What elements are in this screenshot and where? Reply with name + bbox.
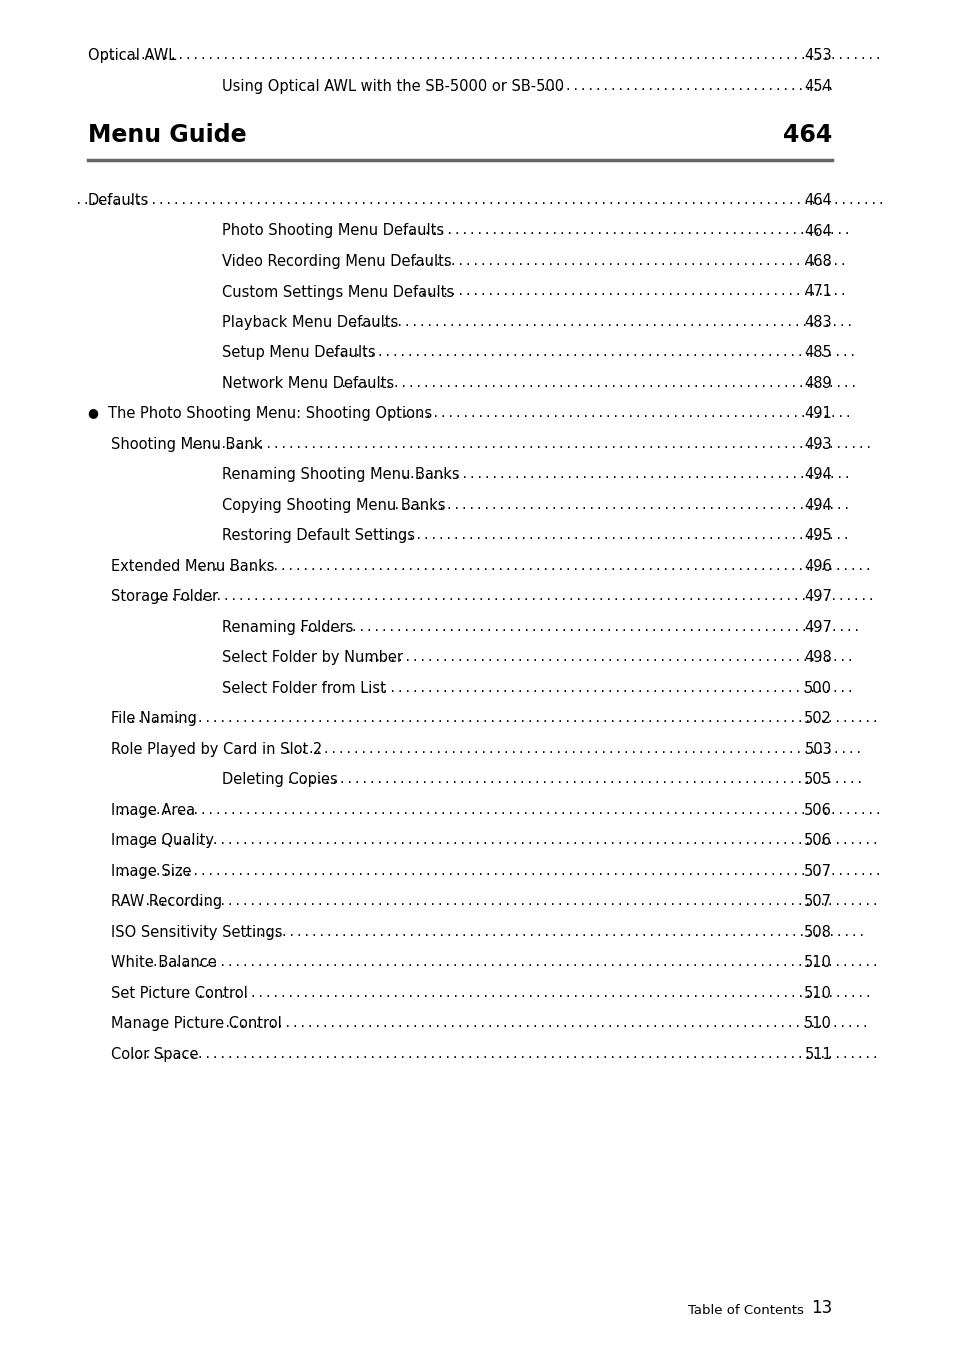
Text: 511: 511 [803,1046,831,1063]
Text: Photo Shooting Menu Defaults: Photo Shooting Menu Defaults [222,223,443,238]
Text: 506: 506 [803,834,831,849]
Text: White Balance: White Balance [111,955,216,971]
Text: Deleting Copies: Deleting Copies [222,772,337,788]
Text: 510: 510 [803,986,831,1001]
Text: Storage Folder: Storage Folder [111,589,217,604]
Text: ................................................................................: ........................................… [102,48,882,62]
Text: ...........................................................................: ........................................… [297,621,860,633]
Text: Playback Menu Defaults: Playback Menu Defaults [222,315,397,330]
Text: 497: 497 [803,589,831,604]
Text: .......................................: ....................................... [541,79,834,93]
Text: ............................................................: ........................................… [400,225,850,237]
Text: .............................................................: ........................................… [393,499,850,512]
Text: Renaming Folders: Renaming Folders [222,620,353,635]
Text: 464: 464 [803,223,831,238]
Text: 507: 507 [803,863,831,880]
Text: Image Area: Image Area [111,803,194,818]
Text: 507: 507 [803,894,831,909]
Text: ..............................................................: ........................................… [387,408,851,420]
Text: ............................................................: ........................................… [400,468,850,482]
Text: Optical AWL: Optical AWL [88,48,175,63]
Text: Image Quality: Image Quality [111,834,213,849]
Text: ................................................................................: ........................................… [224,1017,868,1030]
Text: ●: ● [88,406,98,420]
Text: Color Space: Color Space [111,1046,198,1063]
Text: Select Folder by Number: Select Folder by Number [222,651,402,666]
Text: ................................................................................: ........................................… [197,560,872,573]
Text: ..............................................................: ........................................… [385,530,849,542]
Text: RAW Recording: RAW Recording [111,894,222,909]
Text: 508: 508 [803,925,831,940]
Text: Role Played by Card in Slot 2: Role Played by Card in Slot 2 [111,742,322,757]
Text: Network Menu Defaults: Network Menu Defaults [222,377,394,391]
Text: Table of Contents: Table of Contents [688,1305,803,1317]
Text: ................................................................................: ........................................… [144,834,878,847]
Text: ................................................................................: ........................................… [155,590,875,604]
Text: Custom Settings Menu Defaults: Custom Settings Menu Defaults [222,285,454,300]
Text: 494: 494 [803,468,831,483]
Text: Set Picture Control: Set Picture Control [111,986,247,1001]
Text: .............................................................................: ........................................… [285,742,862,756]
Text: ................................................................................: ........................................… [190,437,871,451]
Text: Image Size: Image Size [111,863,191,880]
Text: File Naming: File Naming [111,712,196,726]
Text: 502: 502 [803,712,831,726]
Text: ................................................................................: ........................................… [129,713,878,725]
Text: Renaming Shooting Menu Banks: Renaming Shooting Menu Banks [222,468,459,483]
Text: 464: 464 [782,122,831,147]
Text: Using Optical AWL with the SB-5000 or SB-500: Using Optical AWL with the SB-5000 or SB… [222,79,563,94]
Text: Copying Shooting Menu Banks: Copying Shooting Menu Banks [222,498,445,512]
Text: 493: 493 [803,437,831,452]
Text: 453: 453 [803,48,831,63]
Text: ................................................................................: ........................................… [243,925,865,939]
Text: Setup Menu Defaults: Setup Menu Defaults [222,346,375,360]
Text: 471: 471 [803,285,831,300]
Text: 505: 505 [803,772,831,788]
Text: 510: 510 [803,955,831,971]
Text: 498: 498 [803,651,831,666]
Text: 468: 468 [803,254,831,269]
Text: 491: 491 [803,406,831,421]
Text: 494: 494 [803,498,831,512]
Text: 506: 506 [803,803,831,818]
Text: Manage Picture Control: Manage Picture Control [111,1017,281,1032]
Text: ................................................................................: ........................................… [144,956,878,970]
Text: ................................................................................: ........................................… [144,896,878,908]
Text: ...................................................................: ........................................… [351,316,853,328]
Text: Defaults: Defaults [88,192,149,208]
Text: ................................................................................: ........................................… [129,1048,878,1061]
Text: ................................................................................: ........................................… [117,865,882,878]
Text: ..........................................................: ........................................… [412,285,846,299]
Text: ..................................................................: ........................................… [358,682,853,695]
Text: 503: 503 [803,742,831,757]
Text: 485: 485 [803,346,831,360]
Text: 500: 500 [803,681,831,695]
Text: .....................................................................: ........................................… [339,377,856,390]
Text: 497: 497 [803,620,831,635]
Text: Video Recording Menu Defaults: Video Recording Menu Defaults [222,254,451,269]
Text: Menu Guide: Menu Guide [88,122,246,147]
Text: ISO Sensitivity Settings: ISO Sensitivity Settings [111,925,282,940]
Text: Select Folder from List: Select Folder from List [222,681,385,695]
Text: 510: 510 [803,1017,831,1032]
Text: ..........................................................: ........................................… [412,254,846,268]
Text: The Photo Shooting Menu: Shooting Options: The Photo Shooting Menu: Shooting Option… [108,406,432,421]
Text: 489: 489 [803,377,831,391]
Text: .............................................................................: ........................................… [286,773,862,787]
Text: 13: 13 [810,1299,831,1317]
Text: 454: 454 [803,79,831,94]
Text: ................................................................................: ........................................… [75,194,884,207]
Text: 495: 495 [803,529,831,543]
Text: 496: 496 [803,560,831,574]
Text: .......................................................................: ........................................… [324,346,856,359]
Text: Restoring Default Settings: Restoring Default Settings [222,529,415,543]
Text: ..................................................................: ........................................… [358,651,853,664]
Text: ................................................................................: ........................................… [197,987,872,999]
Text: ................................................................................: ........................................… [117,804,882,816]
Text: 483: 483 [803,315,831,330]
Text: Shooting Menu Bank: Shooting Menu Bank [111,437,262,452]
Text: Extended Menu Banks: Extended Menu Banks [111,560,274,574]
Text: 464: 464 [803,192,831,208]
